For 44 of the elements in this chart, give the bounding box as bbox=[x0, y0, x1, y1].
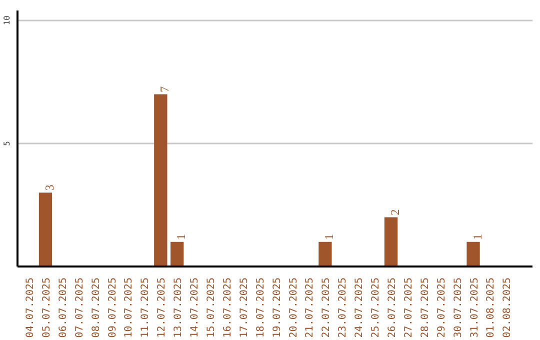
bar bbox=[318, 242, 332, 266]
x-tick-label: 25.07.2025 bbox=[370, 277, 382, 338]
x-tick-label: 04.07.2025 bbox=[25, 277, 36, 338]
x-tick-label: 07.07.2025 bbox=[74, 277, 86, 338]
x-tick-label: 30.07.2025 bbox=[452, 277, 464, 338]
bar bbox=[154, 94, 168, 266]
x-tick-label: 19.07.2025 bbox=[272, 277, 283, 338]
x-tick-label: 16.07.2025 bbox=[222, 277, 234, 338]
x-tick-label: 14.07.2025 bbox=[190, 277, 201, 338]
bar bbox=[170, 242, 184, 266]
x-tick-label: 02.08.2025 bbox=[502, 277, 514, 338]
x-tick-label: 18.07.2025 bbox=[255, 277, 266, 338]
data-label: 7 bbox=[158, 86, 172, 92]
data-label: 1 bbox=[322, 234, 336, 240]
x-tick-label: 05.07.2025 bbox=[41, 277, 52, 338]
x-tick-label: 28.07.2025 bbox=[420, 277, 431, 338]
x-tick-label: 21.07.2025 bbox=[304, 277, 316, 338]
data-label: 3 bbox=[42, 184, 56, 191]
x-tick-label: 26.07.2025 bbox=[387, 277, 398, 338]
x-tick-label: 01.08.2025 bbox=[486, 277, 497, 338]
data-label: 2 bbox=[388, 209, 402, 216]
x-tick-label: 09.07.2025 bbox=[107, 277, 118, 338]
bar bbox=[38, 192, 52, 266]
x-tick-label: 17.07.2025 bbox=[238, 277, 250, 338]
y-tick-label: 10 bbox=[2, 15, 12, 26]
bar bbox=[384, 217, 398, 266]
x-tick-label: 08.07.2025 bbox=[90, 277, 102, 338]
data-label: 1 bbox=[470, 234, 484, 240]
x-tick-label: 06.07.2025 bbox=[58, 277, 69, 338]
data-label: 1 bbox=[174, 234, 188, 240]
bar bbox=[466, 242, 480, 266]
x-tick-label: 20.07.2025 bbox=[288, 277, 300, 338]
x-tick-label: 31.07.2025 bbox=[469, 277, 480, 338]
x-tick-label: 27.07.2025 bbox=[403, 277, 414, 338]
x-tick-label: 13.07.2025 bbox=[173, 277, 184, 338]
y-tick-label: 5 bbox=[2, 140, 12, 146]
x-tick-label: 15.07.2025 bbox=[206, 277, 218, 338]
x-tick-label: 29.07.2025 bbox=[436, 277, 448, 338]
x-tick-label: 12.07.2025 bbox=[156, 277, 168, 338]
x-tick-label: 10.07.2025 bbox=[124, 277, 135, 338]
x-tick-label: 11.07.2025 bbox=[140, 277, 152, 338]
x-tick-label: 23.07.2025 bbox=[338, 277, 349, 338]
x-tick-label: 22.07.2025 bbox=[321, 277, 332, 338]
x-tick-label: 24.07.2025 bbox=[354, 277, 366, 338]
